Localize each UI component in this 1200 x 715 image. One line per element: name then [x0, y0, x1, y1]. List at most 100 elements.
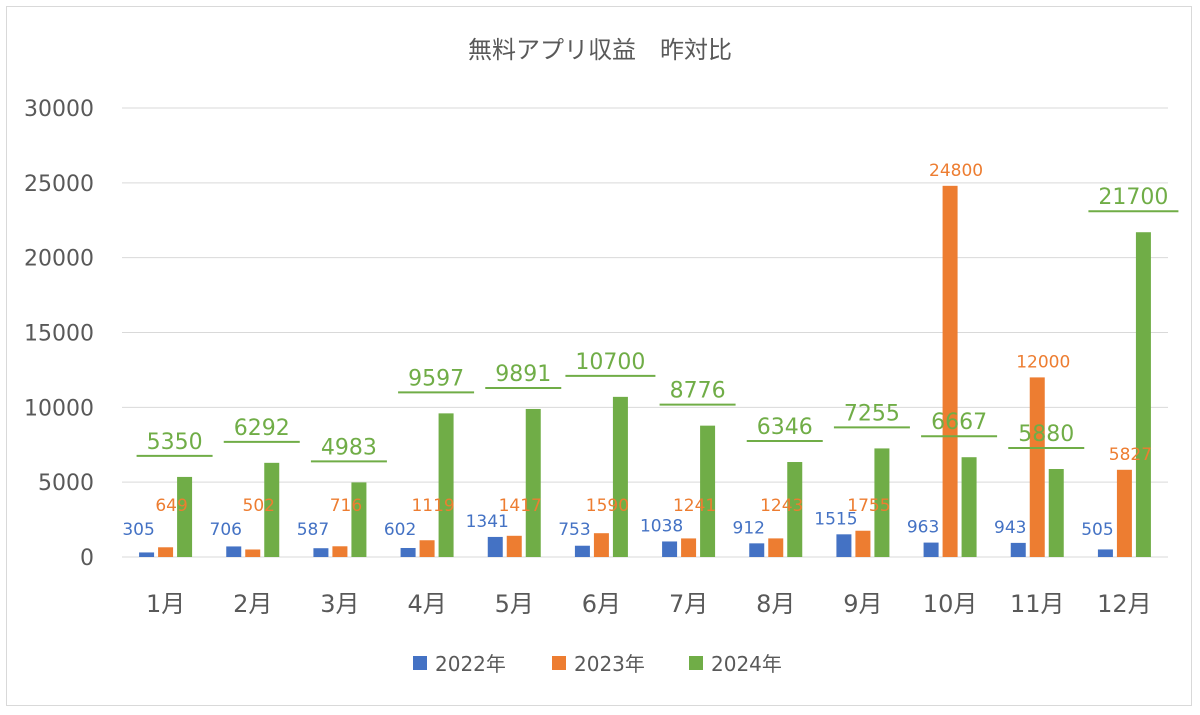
data-label-2022: 706: [210, 520, 242, 540]
legend-swatch: [413, 656, 427, 670]
bar-2024年-3月: [351, 482, 367, 557]
bar-2023年-8月: [768, 538, 784, 557]
data-label-2023: 1755: [847, 496, 890, 516]
y-tick-label: 25000: [24, 172, 94, 197]
data-label-2022: 753: [558, 520, 590, 540]
legend-label: 2024年: [711, 652, 782, 676]
data-label-2024: 9891: [495, 362, 551, 387]
data-label-2023: 12000: [1016, 352, 1070, 372]
bar-2024年-8月: [787, 462, 803, 557]
data-label-2022: 505: [1081, 520, 1113, 540]
data-label-2023: 24800: [929, 161, 983, 181]
bar-2022年-3月: [313, 548, 329, 557]
bar-2024年-9月: [874, 448, 890, 557]
x-tick-label: 9月: [843, 590, 882, 618]
data-label-2024: 6346: [757, 415, 813, 440]
data-label-2022: 1038: [640, 516, 683, 536]
data-label-2023: 1417: [499, 496, 542, 516]
legend-swatch: [689, 656, 703, 670]
chart-frame: [6, 6, 1192, 706]
bar-2023年-10月: [942, 185, 958, 557]
data-label-2022: 305: [122, 520, 154, 540]
legend-swatch: [552, 656, 566, 670]
data-label-2022: 587: [297, 520, 329, 540]
bar-2022年-6月: [574, 545, 590, 557]
bar-2023年-1月: [158, 547, 174, 557]
x-tick-label: 1月: [146, 590, 185, 618]
data-label-2024: 6667: [931, 410, 987, 435]
bar-2023年-11月: [1029, 377, 1045, 557]
data-label-2023: 1243: [760, 496, 803, 516]
bar-2022年-9月: [836, 534, 852, 557]
data-label-2024: 8776: [670, 379, 726, 404]
data-label-2024: 21700: [1098, 185, 1168, 210]
bar-2023年-5月: [506, 535, 522, 557]
data-label-2024: 6292: [234, 416, 290, 441]
bar-2024年-7月: [700, 425, 716, 557]
data-label-2023: 5827: [1109, 445, 1152, 465]
bar-2022年-8月: [749, 543, 765, 557]
gridlines: [122, 107, 1168, 558]
legend: 2022年 2023年 2024年: [413, 652, 782, 676]
data-label-2022: 912: [733, 518, 765, 538]
data-label-2023: 1590: [586, 496, 629, 516]
x-tick-label: 7月: [669, 590, 708, 618]
data-label-2024: 10700: [575, 350, 645, 375]
y-tick-label: 0: [80, 546, 94, 571]
bar-2023年-9月: [855, 530, 871, 557]
bar-2022年-7月: [662, 541, 678, 557]
data-label-2023: 649: [155, 496, 187, 516]
data-label-2022: 602: [384, 520, 416, 540]
bar-2024年-4月: [438, 413, 454, 557]
bar-2022年-12月: [1097, 549, 1113, 557]
bar-2024年-12月: [1135, 232, 1151, 557]
data-label-2022: 963: [907, 518, 939, 538]
data-label-2024: 5350: [147, 430, 203, 455]
bar-2024年-5月: [525, 408, 541, 557]
data-label-2022: 943: [994, 518, 1026, 538]
bar-2022年-10月: [923, 542, 939, 557]
x-axis-ticks: 1月 2月 3月 4月 5月 6月 7月 8月 9月 10月 11月 12月: [146, 590, 1152, 618]
x-tick-label: 8月: [756, 590, 795, 618]
x-tick-label: 5月: [495, 590, 534, 618]
data-label-2024: 9597: [408, 366, 464, 391]
x-tick-label: 6月: [582, 590, 621, 618]
x-tick-label: 11月: [1010, 590, 1065, 618]
bar-2023年-3月: [332, 546, 348, 557]
bar-2024年-1月: [177, 476, 193, 557]
bar-2024年-10月: [961, 457, 977, 557]
x-tick-label: 12月: [1097, 590, 1152, 618]
bar-2022年-2月: [226, 546, 242, 557]
bar-2022年-11月: [1010, 542, 1026, 557]
data-label-2024: 5880: [1018, 422, 1074, 447]
x-tick-label: 3月: [320, 590, 359, 618]
data-label-2023: 502: [243, 496, 275, 516]
bar-2023年-2月: [245, 549, 261, 557]
bar-2023年-4月: [419, 540, 435, 557]
y-tick-label: 5000: [38, 471, 94, 496]
data-label-2023: 716: [330, 496, 362, 516]
data-label-2024: 4983: [321, 435, 377, 460]
legend-label: 2022年: [435, 652, 506, 676]
y-tick-label: 30000: [24, 97, 94, 122]
data-label-2023: 1119: [411, 496, 454, 516]
data-label-2023: 1241: [673, 496, 716, 516]
bar-2024年-11月: [1048, 468, 1064, 557]
bar-2022年-4月: [400, 547, 416, 557]
bar-2023年-7月: [681, 538, 697, 557]
data-label-2022: 1341: [466, 512, 509, 532]
data-label-2024: 7255: [844, 401, 900, 426]
y-tick-label: 15000: [24, 322, 94, 347]
chart-title: 無料アプリ収益 昨対比: [468, 36, 732, 64]
bar-2024年-6月: [612, 396, 628, 557]
bar-2022年-5月: [487, 536, 503, 557]
y-axis-ticks: 0 5000 10000 15000 20000 25000 30000: [24, 97, 94, 571]
x-tick-label: 4月: [407, 590, 446, 618]
bar-2023年-12月: [1116, 469, 1132, 557]
y-tick-label: 10000: [24, 396, 94, 421]
x-tick-label: 10月: [923, 590, 978, 618]
bar-2023年-6月: [593, 533, 609, 557]
x-tick-label: 2月: [233, 590, 272, 618]
